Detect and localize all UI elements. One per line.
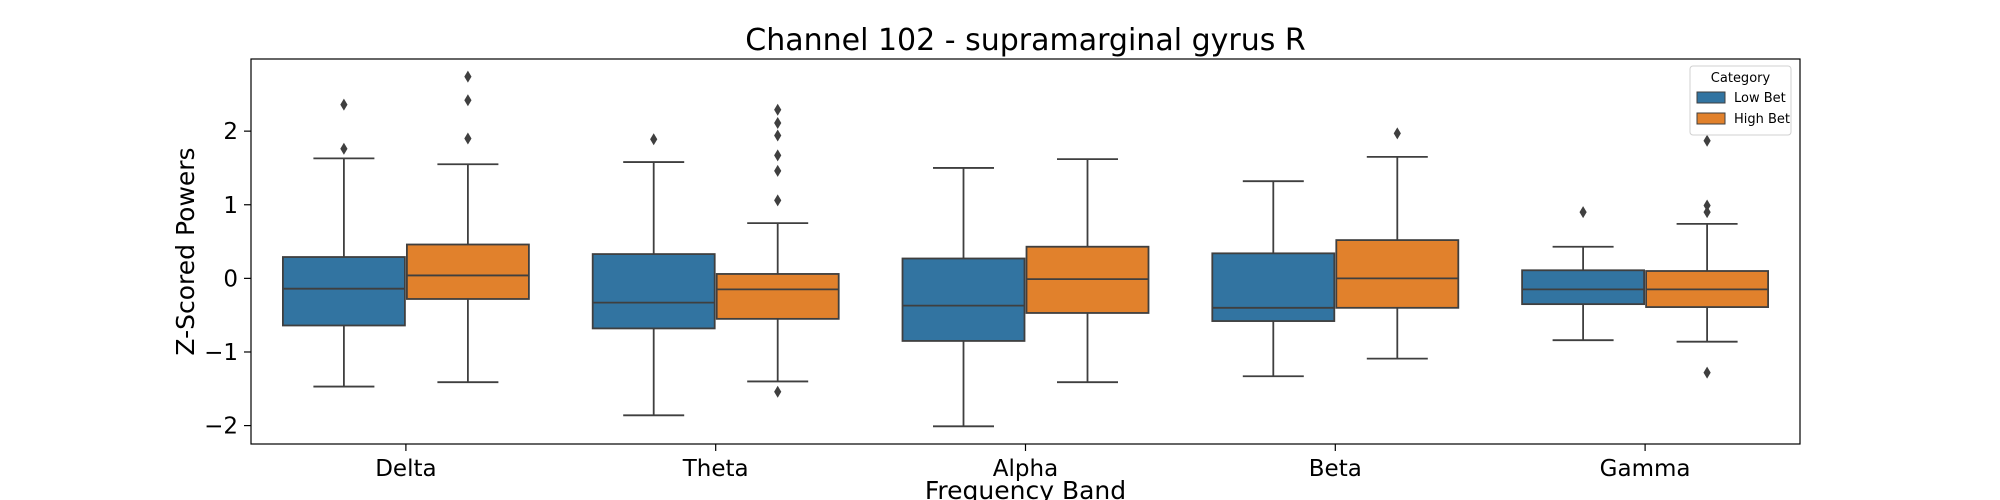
y-axis-label: Z-Scored Powers (171, 147, 200, 355)
y-tick-label: −2 (204, 414, 238, 440)
legend-label: Low Bet (1734, 91, 1786, 106)
chart-title: Channel 102 - supramarginal gyrus R (745, 23, 1305, 58)
legend-swatch (1696, 91, 1726, 104)
x-tick-label-beta: Beta (1309, 456, 1362, 482)
box-beta-low-bet (1211, 180, 1336, 378)
x-tick-label-delta: Delta (375, 456, 436, 482)
y-tick-label: 0 (223, 266, 238, 292)
x-axis-label: Frequency Band (925, 476, 1126, 500)
outlier-point (774, 164, 782, 177)
box-delta-high-bet (405, 70, 530, 384)
box-iqr (1211, 252, 1336, 322)
legend-item-low-bet: Low Bet (1696, 91, 1786, 106)
outlier-point (774, 149, 782, 162)
box-iqr (1521, 269, 1645, 306)
y-tick-label: 1 (223, 193, 238, 219)
box-gamma-low-bet (1521, 206, 1645, 342)
x-tick-label-gamma: Gamma (1600, 456, 1691, 482)
outlier-point (1703, 366, 1711, 379)
outlier-point (774, 129, 782, 142)
outlier-point (774, 103, 782, 116)
box-theta-low-bet (591, 133, 716, 417)
box-iqr (405, 243, 530, 300)
legend-item-high-bet: High Bet (1696, 112, 1790, 127)
box-alpha-high-bet (1025, 158, 1150, 384)
y-tick-label: −1 (204, 340, 238, 366)
outlier-point (1703, 199, 1711, 212)
x-tick-label-alpha: Alpha (993, 456, 1058, 482)
box-delta-low-bet (281, 98, 406, 388)
box-iqr (591, 253, 716, 330)
legend: Category Low Bet High Bet (1689, 65, 1792, 136)
outlier-point (464, 94, 472, 107)
outlier-point (340, 98, 348, 111)
y-axis: −2 −1 0 1 2 (204, 119, 251, 440)
box-iqr (1335, 239, 1460, 309)
legend-swatch (1696, 112, 1726, 125)
box-alpha-low-bet (901, 167, 1026, 428)
y-tick-label: 2 (223, 119, 238, 145)
outlier-point (464, 70, 472, 83)
plot-area (281, 70, 1769, 428)
x-tick-label-theta: Theta (682, 456, 749, 482)
outlier-point (464, 132, 472, 145)
outlier-point (774, 385, 782, 398)
box-iqr (715, 273, 840, 320)
legend-label: High Bet (1734, 112, 1790, 127)
x-axis: Delta Theta Alpha Beta Gamma (375, 444, 1691, 482)
outlier-point (774, 117, 782, 130)
box-gamma-high-bet (1645, 134, 1769, 379)
box-iqr (281, 256, 406, 327)
outlier-point (340, 142, 348, 155)
outlier-point (774, 194, 782, 207)
legend-title: Category (1711, 71, 1771, 86)
outlier-point (1393, 127, 1401, 140)
outlier-point (1579, 206, 1587, 219)
outlier-point (1703, 206, 1711, 219)
outlier-point (1703, 134, 1711, 147)
outlier-point (650, 133, 658, 146)
box-theta-high-bet (715, 103, 840, 398)
box-iqr (901, 257, 1026, 342)
box-beta-high-bet (1335, 127, 1460, 360)
